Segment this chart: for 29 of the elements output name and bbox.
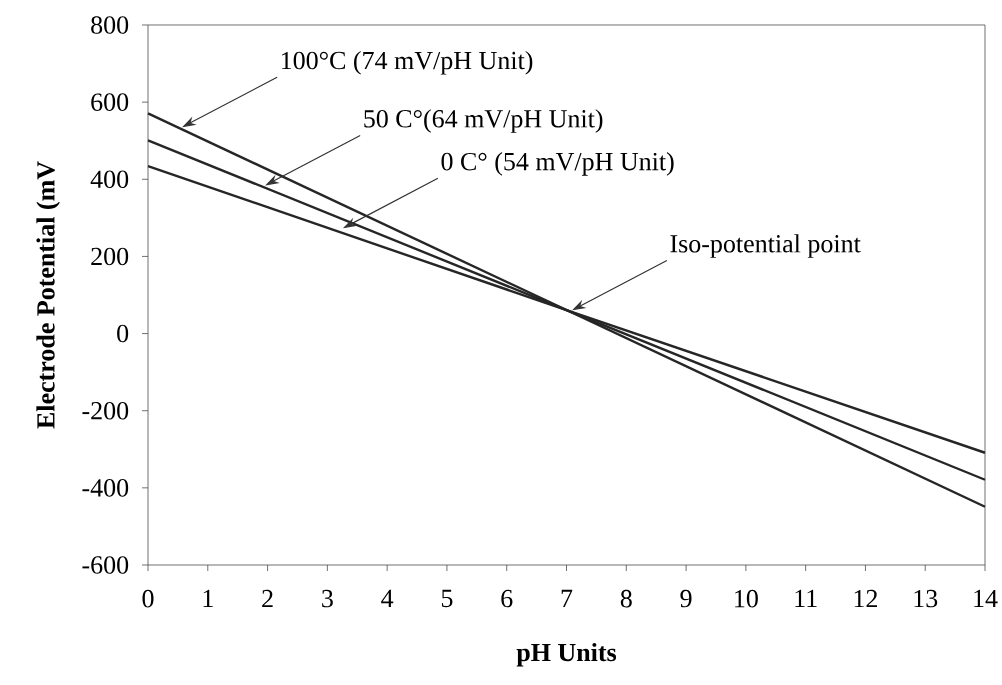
annotation: 50 C°(64 mV/pH Unit) xyxy=(364,109,603,133)
x-tick-label: 0 xyxy=(142,589,154,608)
y-tick-label: -400 xyxy=(82,479,129,497)
y-tick-label: 600 xyxy=(91,93,129,111)
y-tick-label: 200 xyxy=(91,247,129,266)
annotation: Iso-potential point xyxy=(670,234,861,258)
x-tick-label: 2 xyxy=(262,589,273,608)
x-tick-label: 6 xyxy=(501,589,513,608)
x-tick-label: 1 xyxy=(203,589,213,608)
x-tick-label: 4 xyxy=(381,589,394,607)
x-tick-label: 13 xyxy=(914,589,938,608)
annotation: 0 C° (54 mV/pH Unit) xyxy=(441,152,674,176)
x-tick-label: 8 xyxy=(620,589,632,608)
x-tick-label: 11 xyxy=(795,589,817,608)
x-tick-label: 5 xyxy=(441,589,453,608)
y-tick-label: 400 xyxy=(90,170,129,189)
x-axis-title: pH Units xyxy=(516,642,617,667)
x-tick-label: 7 xyxy=(561,589,573,607)
y-tick-label: -200 xyxy=(82,401,129,420)
y-axis-title: Electrode Potential (mV xyxy=(36,161,60,429)
annotation: 100°C (74 mV/pH Unit) xyxy=(281,51,533,75)
x-tick-label: 12 xyxy=(854,589,877,608)
x-tick-label: 10 xyxy=(735,589,758,608)
y-tick-label: 0 xyxy=(117,324,129,343)
y-tick-label: 800 xyxy=(91,16,129,34)
x-tick-label: 9 xyxy=(680,589,692,608)
x-tick-label: 3 xyxy=(322,589,333,608)
y-tick-label: -600 xyxy=(82,556,129,574)
x-tick-label: 14 xyxy=(974,589,998,608)
